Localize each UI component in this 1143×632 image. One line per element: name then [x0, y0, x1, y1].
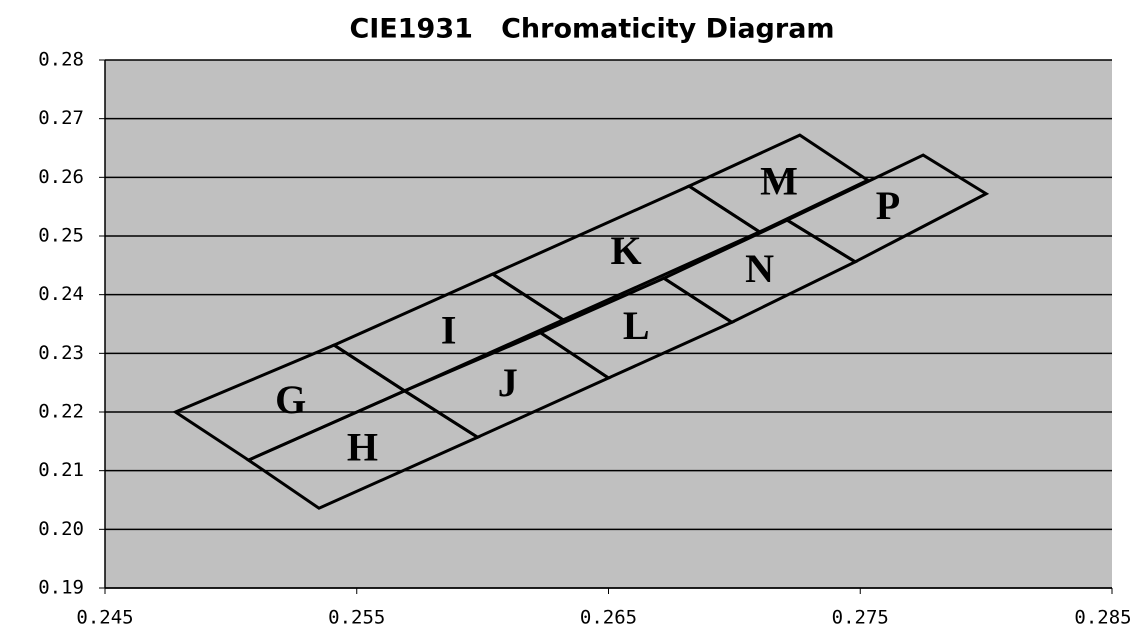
x-tick-label: 0.275	[832, 607, 889, 629]
y-tick-label: 0.26	[38, 166, 84, 188]
y-tick-label: 0.28	[38, 49, 84, 71]
x-tick-label: 0.265	[580, 607, 637, 629]
y-tick-label: 0.19	[38, 577, 84, 599]
bin-label: K	[611, 228, 642, 273]
bin-label: P	[876, 183, 900, 228]
chart-title: CIE1931 Chromaticity Diagram	[349, 14, 834, 45]
y-tick-label: 0.22	[38, 401, 84, 423]
y-tick-label: 0.21	[38, 459, 84, 481]
bin-label: J	[498, 360, 518, 405]
bin-label: H	[347, 424, 378, 469]
plot-area	[105, 60, 1112, 588]
y-tick-label: 0.25	[38, 225, 84, 247]
x-tick-label: 0.285	[1074, 607, 1131, 629]
x-tick-label: 0.255	[328, 607, 385, 629]
y-tick-label: 0.27	[38, 107, 84, 129]
bin-label: I	[441, 308, 457, 353]
y-tick-label: 0.23	[38, 342, 84, 364]
y-tick-label: 0.24	[38, 283, 84, 305]
bin-label: M	[760, 159, 798, 204]
y-tick-label: 0.20	[38, 518, 84, 540]
bin-polygon	[784, 153, 990, 264]
bin-label: G	[275, 377, 306, 422]
x-tick-label: 0.245	[76, 607, 133, 629]
bin-label: N	[745, 246, 774, 291]
bin-label: L	[623, 303, 650, 348]
